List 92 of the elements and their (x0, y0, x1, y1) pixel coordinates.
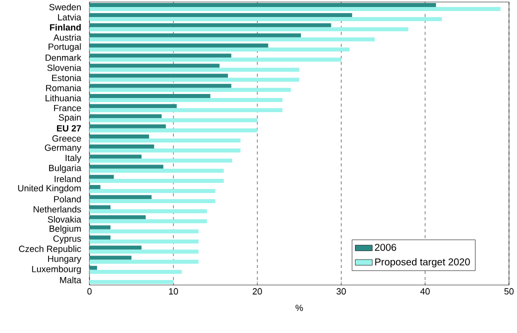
bar (90, 64, 220, 68)
bar (90, 108, 282, 112)
bar (90, 68, 300, 72)
bar (90, 114, 162, 118)
bar (90, 104, 177, 108)
y-tick-label: Greece (52, 135, 81, 142)
y-tick-label: Slovakia (48, 216, 82, 223)
y-tick-label: Austria (53, 34, 82, 41)
y-tick-label: Ireland (54, 176, 81, 182)
bar (90, 229, 199, 234)
bar (90, 43, 268, 48)
bar (90, 246, 142, 250)
bar (90, 195, 152, 200)
bar (90, 174, 114, 179)
bar (90, 88, 291, 92)
bar (90, 215, 146, 220)
bar (90, 154, 142, 159)
bar (90, 209, 207, 214)
bar (90, 240, 199, 244)
bar (90, 37, 375, 42)
bar (90, 47, 350, 52)
y-tick-label: Latvia (58, 14, 82, 20)
bar (90, 178, 224, 183)
y-tick-label: Netherlands (34, 206, 81, 212)
bar (90, 164, 164, 169)
bar (90, 199, 216, 204)
bar (90, 188, 216, 193)
x-tick-label: 30 (336, 288, 346, 295)
bar (90, 280, 174, 284)
y-tick-label: Estonia (52, 74, 82, 82)
x-tick-label: 50 (504, 288, 514, 295)
y-tick-label: Slovenia (47, 64, 82, 71)
y-tick-label: Portugal (48, 43, 81, 52)
bar (90, 84, 232, 88)
bar (90, 144, 154, 149)
y-tick-label: Poland (54, 196, 81, 202)
bar (90, 3, 436, 8)
y-tick-label: Hungary (48, 256, 82, 264)
y-tick-label: Spain (58, 114, 81, 122)
bar (90, 219, 207, 224)
x-tick-label: 20 (252, 288, 262, 295)
x-tick-label: 40 (420, 288, 430, 295)
bar (90, 225, 110, 230)
bar (90, 148, 241, 153)
y-tick-label: Lithuania (46, 94, 82, 102)
y-tick-label: Italy (66, 154, 82, 163)
bar (90, 158, 232, 163)
bar (90, 128, 258, 132)
y-tick-label: France (54, 104, 81, 112)
bar (90, 250, 199, 254)
bar (90, 134, 150, 138)
bar (90, 118, 258, 122)
bar (90, 13, 352, 18)
y-tick-label: Sweden (49, 4, 81, 10)
bar (90, 270, 182, 274)
y-tick-label: Luxembourg (32, 266, 81, 274)
bar (90, 205, 110, 210)
legend-label: Proposed target 2020 (375, 258, 470, 268)
y-tick-label: Malta (60, 276, 82, 284)
bar (90, 74, 228, 78)
y-tick-label: Bulgaria (49, 164, 82, 173)
bar (90, 124, 166, 128)
bar (90, 7, 501, 12)
y-tick-label: Czech Republic (18, 245, 82, 254)
y-tick-label: Germany (44, 144, 82, 153)
bar (90, 98, 282, 102)
y-tick-label: Finland (50, 24, 81, 31)
bar (90, 27, 408, 32)
bar (90, 168, 224, 173)
bar (90, 58, 342, 62)
bar (90, 33, 301, 38)
x-tick-label: 10 (169, 288, 178, 295)
bar (90, 236, 110, 240)
x-tick-label: 0 (87, 288, 92, 295)
y-tick-label: Belgium (50, 225, 81, 234)
bar (90, 94, 210, 98)
x-axis-title: % (296, 304, 303, 311)
bar (90, 138, 241, 142)
y-tick-label: EU 27 (56, 125, 81, 132)
legend-label: 2006 (374, 244, 396, 251)
y-tick-label: Romania (46, 84, 82, 92)
bar (90, 23, 332, 28)
bar (90, 54, 232, 58)
bar (90, 17, 442, 22)
bar (90, 78, 300, 82)
y-tick-label: United Kingdom (18, 184, 81, 194)
y-tick-label: Denmark (46, 54, 82, 61)
bar (90, 256, 132, 260)
bar (90, 184, 100, 189)
y-tick-label: Cyprus (53, 235, 81, 244)
bar (90, 266, 98, 270)
bar (90, 260, 199, 264)
